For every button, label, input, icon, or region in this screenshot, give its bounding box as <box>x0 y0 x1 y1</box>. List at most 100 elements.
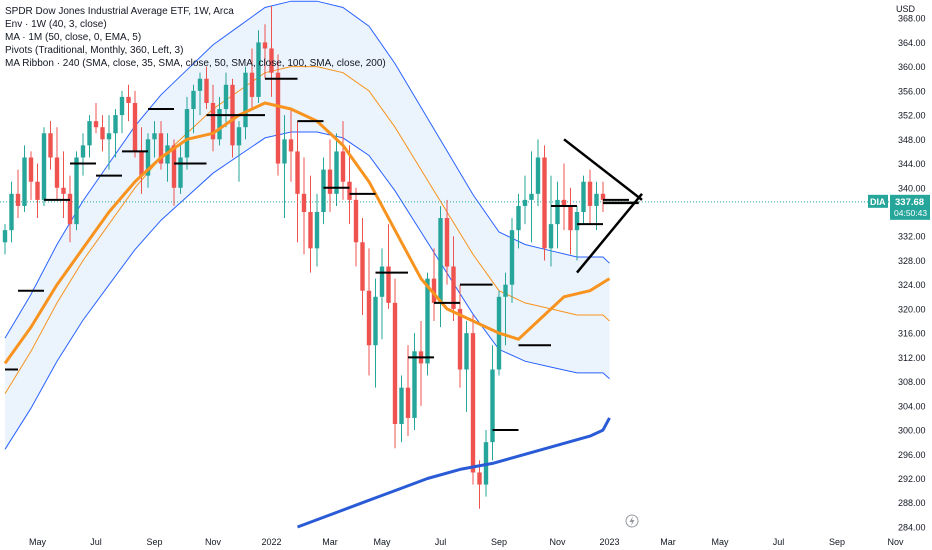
y-tick-label: 324.00 <box>898 280 926 290</box>
lightning-icon[interactable] <box>625 514 639 528</box>
candle[interactable] <box>158 121 164 170</box>
candle[interactable] <box>243 66 248 140</box>
candle[interactable] <box>490 345 495 461</box>
candle[interactable] <box>93 102 99 134</box>
candle[interactable] <box>581 175 586 225</box>
candle[interactable] <box>217 96 222 146</box>
candle[interactable] <box>431 248 437 322</box>
candle[interactable] <box>321 157 326 225</box>
candle[interactable] <box>223 72 229 128</box>
candle[interactable] <box>587 169 593 225</box>
trendline[interactable] <box>576 193 643 274</box>
candle[interactable] <box>191 84 196 134</box>
candle[interactable] <box>210 84 216 152</box>
candle[interactable] <box>54 127 60 200</box>
candle-body <box>74 157 79 225</box>
candle[interactable] <box>35 163 40 219</box>
candle[interactable] <box>236 121 242 182</box>
candle[interactable] <box>561 163 567 231</box>
candle-body <box>106 133 112 140</box>
candle[interactable] <box>457 284 463 388</box>
candle[interactable] <box>451 236 456 322</box>
candle[interactable] <box>600 181 606 212</box>
candle[interactable] <box>100 115 105 152</box>
time-axis[interactable]: May Jul Sep Nov 2022 Mar May Jul Sep Nov 2023 Mar Ma… <box>0 530 904 550</box>
candle[interactable] <box>529 151 534 243</box>
candle[interactable] <box>61 151 66 219</box>
candle[interactable] <box>555 181 560 249</box>
candle[interactable] <box>275 54 281 176</box>
candle[interactable] <box>347 145 352 225</box>
candle[interactable] <box>282 115 287 219</box>
candle[interactable] <box>438 205 443 328</box>
candle[interactable] <box>184 96 190 170</box>
candle[interactable] <box>9 181 14 243</box>
candle[interactable] <box>256 30 261 103</box>
candle[interactable] <box>301 157 307 255</box>
candle[interactable] <box>28 151 34 200</box>
candle[interactable] <box>126 84 131 122</box>
candle[interactable] <box>327 139 333 212</box>
candle[interactable] <box>444 199 450 285</box>
candle[interactable] <box>67 175 73 243</box>
candle[interactable] <box>15 169 21 219</box>
candle[interactable] <box>106 115 112 170</box>
candle[interactable] <box>522 175 528 225</box>
price-axis[interactable]: 284.00 288.00 292.00 296.00 300.00 304.00 308.… <box>868 0 932 550</box>
candle[interactable] <box>574 205 580 261</box>
candle[interactable] <box>386 224 391 309</box>
candle[interactable] <box>80 133 86 176</box>
candle[interactable] <box>503 272 508 346</box>
candle[interactable] <box>366 248 372 376</box>
candle[interactable] <box>568 187 573 255</box>
candle[interactable] <box>288 109 294 182</box>
candle[interactable] <box>379 248 385 340</box>
candle[interactable] <box>516 193 521 249</box>
candle[interactable] <box>418 321 424 406</box>
candle[interactable] <box>152 121 157 158</box>
candle[interactable] <box>509 218 515 303</box>
candle[interactable] <box>399 375 404 443</box>
candle[interactable] <box>412 333 417 431</box>
candle[interactable] <box>74 151 79 231</box>
trendline[interactable] <box>563 138 643 201</box>
candle[interactable] <box>204 66 209 110</box>
candle[interactable] <box>405 345 411 437</box>
candle[interactable] <box>295 121 300 243</box>
candle[interactable] <box>308 175 313 273</box>
candle[interactable] <box>171 139 177 206</box>
candle[interactable] <box>470 314 476 485</box>
candle[interactable] <box>340 121 346 200</box>
candle[interactable] <box>41 127 47 206</box>
candle[interactable] <box>145 133 151 188</box>
candle[interactable] <box>542 145 547 261</box>
candle[interactable] <box>48 121 53 170</box>
candle[interactable] <box>249 48 255 110</box>
candle[interactable] <box>360 218 365 315</box>
candle[interactable] <box>178 145 183 194</box>
candle[interactable] <box>373 278 378 388</box>
candle[interactable] <box>535 139 541 206</box>
candle[interactable] <box>22 145 27 212</box>
candle[interactable] <box>269 6 274 97</box>
candle[interactable] <box>392 278 398 449</box>
candle-body <box>548 224 554 249</box>
candle[interactable] <box>464 321 469 412</box>
candle[interactable] <box>594 181 599 231</box>
candle[interactable] <box>119 90 125 134</box>
candle[interactable] <box>197 72 203 116</box>
candle[interactable] <box>87 115 92 158</box>
candle[interactable] <box>314 193 320 267</box>
candle[interactable] <box>262 24 268 79</box>
candle[interactable] <box>334 133 339 206</box>
candle[interactable] <box>353 187 359 267</box>
candle[interactable] <box>113 109 118 158</box>
candle[interactable] <box>139 127 144 194</box>
candle[interactable] <box>132 90 138 158</box>
candle[interactable] <box>425 272 430 376</box>
candle[interactable] <box>477 460 482 509</box>
candle[interactable] <box>548 175 554 267</box>
candle[interactable] <box>2 224 8 255</box>
x-tick-label: 2023 <box>599 537 619 547</box>
